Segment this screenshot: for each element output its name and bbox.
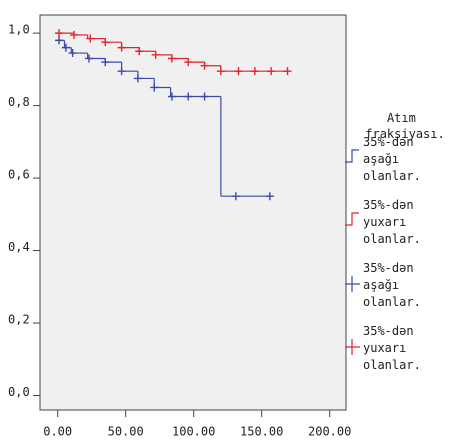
legend-title: Atım fraksiyası. [365,111,444,141]
censor-mark [101,58,110,67]
censor-mark [167,54,176,63]
censor-mark [200,61,209,70]
censor-mark [70,30,78,39]
censor-mark [167,92,176,101]
legend-label: 35%-dən yuxarı olanlar. [363,324,421,372]
censor-mark [234,67,243,76]
censor-mark [231,192,240,201]
x-tick-label: 150.00 [240,425,283,439]
x-tick-label: 50.00 [108,425,144,439]
censor-mark [151,50,160,59]
legend-label: 35%-dən aşağı olanlar. [363,261,421,309]
censor-mark [150,83,159,92]
censor-mark [216,67,225,76]
censor-mark [133,74,142,83]
censor-mark [267,67,276,76]
legend-label: 35%-dən aşağı olanlar. [363,135,421,183]
censor-mark [61,43,70,52]
y-tick-label: 0,4 [8,240,30,254]
x-tick-label: 0.00 [43,425,72,439]
y-tick-label: 0,8 [8,95,30,109]
legend-label: 35%-dən yuxarı olanlar. [363,198,421,246]
legend-symbol [345,212,359,226]
x-tick-label: 200.00 [308,425,351,439]
censor-mark [184,92,193,101]
censor-mark [117,67,126,76]
x-tick-label: 100.00 [172,425,215,439]
censor-mark [283,67,292,76]
y-tick-label: 0,0 [8,385,30,399]
censor-mark [135,47,144,56]
censor-mark [200,92,209,101]
plot-area [39,14,347,411]
censor-mark [55,29,64,38]
y-tick-label: 1,0 [8,23,30,37]
y-tick-label: 0,2 [8,313,30,327]
censor-mark [117,43,126,52]
censor-mark [68,49,77,58]
censor-mark [84,54,93,63]
censor-mark [101,38,110,47]
legend-symbol [345,149,359,163]
censor-mark [250,67,259,76]
censor-mark [86,34,95,43]
legend-symbol [345,276,360,292]
censor-mark [265,192,274,201]
censor-mark [55,36,64,45]
legend-symbol [345,339,360,355]
censor-mark [184,58,193,67]
y-tick-label: 0,6 [8,168,30,182]
